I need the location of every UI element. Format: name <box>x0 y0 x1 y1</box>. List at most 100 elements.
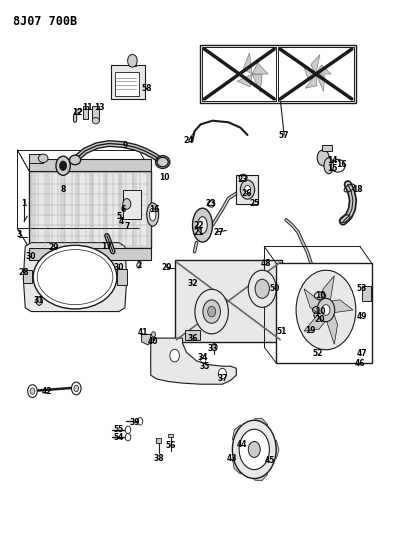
Circle shape <box>317 150 329 166</box>
Ellipse shape <box>69 155 81 165</box>
Text: 32: 32 <box>187 279 198 288</box>
Circle shape <box>128 54 137 67</box>
Circle shape <box>170 349 179 362</box>
Text: 53: 53 <box>356 284 367 293</box>
Circle shape <box>255 279 269 298</box>
Text: 31: 31 <box>34 296 45 305</box>
Polygon shape <box>256 440 279 458</box>
Text: 10: 10 <box>315 307 325 316</box>
Text: 43: 43 <box>227 454 238 463</box>
Polygon shape <box>151 338 236 384</box>
Polygon shape <box>305 74 317 88</box>
Text: 38: 38 <box>153 454 164 463</box>
Text: 8: 8 <box>61 185 66 194</box>
Text: 28: 28 <box>18 268 28 277</box>
Text: 17: 17 <box>101 242 112 251</box>
Text: 13: 13 <box>94 103 104 112</box>
Text: 1: 1 <box>21 199 26 208</box>
Bar <box>278 47 354 101</box>
Bar <box>103 173 108 246</box>
Polygon shape <box>251 418 267 449</box>
Text: 9: 9 <box>122 141 128 150</box>
Bar <box>118 173 123 246</box>
Ellipse shape <box>157 157 168 167</box>
Circle shape <box>296 270 356 350</box>
Circle shape <box>195 289 229 334</box>
Polygon shape <box>243 53 252 74</box>
Text: 34: 34 <box>197 353 208 362</box>
Bar <box>203 47 276 101</box>
Text: 8J07 700B: 8J07 700B <box>13 14 77 28</box>
Circle shape <box>219 368 227 379</box>
Circle shape <box>28 385 37 398</box>
Bar <box>200 45 356 103</box>
Text: 16: 16 <box>336 160 347 169</box>
Text: 36: 36 <box>187 334 198 343</box>
Bar <box>236 175 258 204</box>
Bar <box>168 434 173 437</box>
Circle shape <box>137 263 141 268</box>
Bar <box>75 173 79 246</box>
Text: 56: 56 <box>166 441 176 450</box>
Circle shape <box>208 306 216 317</box>
Text: 19: 19 <box>305 326 315 335</box>
Text: 21: 21 <box>193 228 204 237</box>
Text: 4: 4 <box>118 217 124 226</box>
Text: 51: 51 <box>277 327 288 336</box>
Text: 40: 40 <box>148 337 158 346</box>
Bar <box>29 171 151 248</box>
Bar <box>83 106 88 119</box>
Text: 42: 42 <box>42 386 53 395</box>
Bar <box>31 173 36 246</box>
Bar <box>322 144 332 151</box>
Polygon shape <box>311 54 320 74</box>
Bar <box>117 269 127 285</box>
Circle shape <box>36 297 43 305</box>
Bar <box>23 270 32 284</box>
Text: 24: 24 <box>183 136 194 145</box>
Text: 22: 22 <box>193 221 204 230</box>
Polygon shape <box>326 311 338 344</box>
Ellipse shape <box>33 245 117 309</box>
Bar <box>29 159 151 171</box>
Circle shape <box>322 305 330 316</box>
Circle shape <box>240 180 255 199</box>
Ellipse shape <box>38 154 48 163</box>
Text: 30: 30 <box>113 263 124 272</box>
Text: 3: 3 <box>17 230 22 239</box>
Circle shape <box>74 385 79 392</box>
Bar <box>46 173 51 246</box>
Circle shape <box>317 298 335 321</box>
Bar <box>276 263 372 363</box>
Text: 55: 55 <box>114 425 124 434</box>
Circle shape <box>200 356 206 363</box>
Bar <box>29 248 151 260</box>
Text: 11: 11 <box>82 103 92 112</box>
Bar <box>115 72 139 96</box>
Polygon shape <box>251 450 267 481</box>
Text: 5: 5 <box>116 212 122 221</box>
Bar <box>92 106 99 120</box>
Text: 37: 37 <box>217 374 228 383</box>
Ellipse shape <box>150 208 156 221</box>
Text: 35: 35 <box>199 362 210 370</box>
Text: 23: 23 <box>237 174 247 183</box>
Text: 10: 10 <box>315 291 325 300</box>
Polygon shape <box>316 65 331 74</box>
Text: 45: 45 <box>265 456 275 465</box>
Ellipse shape <box>192 208 213 242</box>
Bar <box>184 330 200 340</box>
Text: 57: 57 <box>279 131 290 140</box>
Polygon shape <box>233 446 255 474</box>
Text: 18: 18 <box>352 185 363 194</box>
Polygon shape <box>303 64 316 78</box>
Circle shape <box>71 382 81 395</box>
Circle shape <box>232 420 276 479</box>
Text: 49: 49 <box>356 312 367 321</box>
Circle shape <box>30 388 35 394</box>
Bar <box>156 438 161 442</box>
Circle shape <box>125 433 131 441</box>
Text: 52: 52 <box>313 350 323 359</box>
Polygon shape <box>304 313 327 331</box>
Text: 27: 27 <box>213 228 224 237</box>
